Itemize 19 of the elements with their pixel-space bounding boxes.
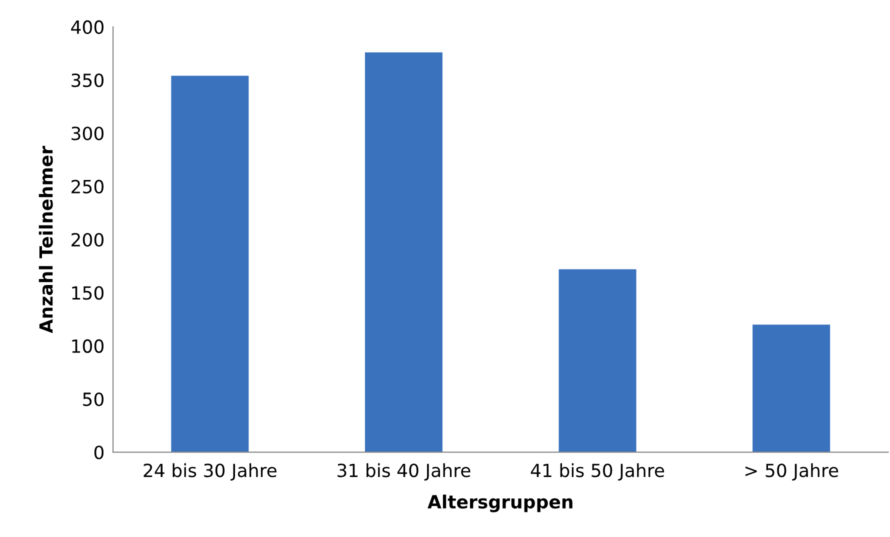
y-tick-label: 300: [72, 126, 104, 140]
y-tick-label: 50: [83, 392, 104, 406]
bar: [558, 269, 636, 452]
bar: [364, 52, 442, 452]
x-axis-title: Altersgruppen: [428, 494, 572, 512]
y-tick-label: 250: [72, 180, 104, 194]
x-tick-label: 24 bis 30 Jahre: [144, 463, 276, 481]
y-tick-label: 400: [71, 20, 104, 34]
y-tick-label: 100: [72, 339, 104, 353]
x-tick-label: > 50 Jahre: [745, 463, 838, 481]
y-axis-title: Anzahl Teilnehmer: [38, 146, 53, 334]
x-tick-label: 31 bis 40 Jahre: [338, 463, 470, 481]
y-tick-label: 150: [72, 286, 104, 300]
x-tick-label: 41 bis 50 Jahre: [530, 463, 664, 481]
y-tick-label: 0: [94, 446, 104, 460]
bar: [171, 76, 249, 452]
y-tick-label: 350: [72, 73, 104, 88]
y-tick-label: 200: [72, 232, 104, 247]
bar: [752, 324, 830, 452]
